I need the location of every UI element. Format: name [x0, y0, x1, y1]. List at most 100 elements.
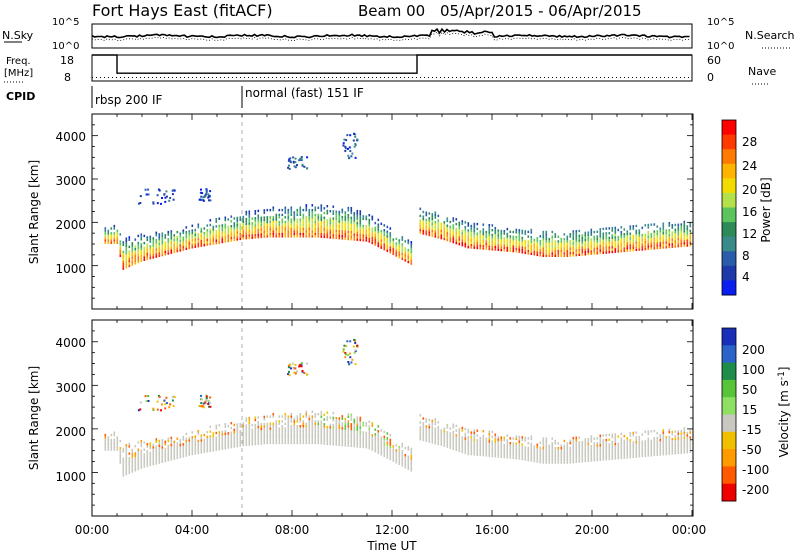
velocity-echo-cell	[227, 444, 230, 447]
velocity-echo-cell	[653, 439, 656, 442]
power-echo-cell	[203, 236, 206, 240]
velocity-echo-cell	[548, 461, 551, 464]
velocity-echo-cell	[329, 423, 332, 427]
power-echo-cell	[422, 215, 425, 218]
velocity-echo-cell	[251, 443, 254, 446]
velocity-echo-cell	[314, 425, 317, 428]
velocity-echo-cell	[479, 444, 482, 447]
power-echo-cell	[683, 227, 686, 231]
velocity-echo-cell	[188, 446, 191, 449]
velocity-echo-cell	[305, 410, 308, 413]
power-echo-cell	[353, 231, 356, 234]
xtick-0400: 04:00	[175, 523, 210, 537]
velocity-echo-cell	[542, 447, 545, 450]
velocity-echo-cell	[122, 474, 125, 477]
velocity-echo-cell	[347, 430, 350, 433]
velocity-echo-cell	[422, 429, 425, 432]
velocity-echo-cell	[470, 452, 473, 456]
velocity-echo-cell	[689, 443, 692, 446]
velocity-echo-cell	[296, 420, 299, 423]
power-echo-cell	[194, 233, 197, 236]
power-echo-cell	[269, 225, 272, 228]
velocity-panel-bg	[92, 320, 693, 516]
power-echo-cell	[425, 213, 428, 217]
velocity-echo-cell	[563, 449, 566, 452]
power-echo-cell	[221, 231, 224, 234]
power-echo-cell	[476, 246, 479, 250]
power-echo-cell	[290, 223, 293, 226]
velocity-echo-cell	[242, 443, 245, 447]
velocity-echo-cell	[119, 451, 122, 455]
velocity-echo-cell	[335, 436, 338, 439]
velocity-echo-cell	[200, 444, 203, 447]
power-echo-cell	[362, 231, 365, 235]
power-echo-cell	[344, 211, 347, 214]
power-echo-cell	[131, 258, 134, 262]
velocity-echo-cell	[446, 431, 449, 434]
velocity-echo-cell	[182, 452, 185, 456]
velocity-echo-cell	[242, 431, 245, 435]
velocity-echo-cell	[548, 451, 551, 455]
velocity-echo-cell	[479, 439, 482, 442]
velocity-echo-cell	[356, 426, 359, 429]
power-echo-cell	[155, 253, 158, 256]
power-echo-cell	[242, 222, 245, 226]
velocity-echo-cell	[506, 446, 509, 449]
power-cbar-tick-12: 12	[742, 227, 757, 241]
velocity-echo-cell	[296, 415, 299, 418]
power-scatter-cell	[350, 155, 353, 158]
velocity-echo-cell	[554, 461, 557, 464]
velocity-echo-cell	[293, 436, 296, 440]
velocity-echo-cell	[683, 427, 686, 430]
power-echo-cell	[377, 233, 380, 236]
power-echo-cell	[512, 249, 515, 253]
velocity-echo-cell	[350, 432, 353, 436]
power-echo-cell	[131, 249, 134, 252]
power-echo-cell	[686, 225, 689, 228]
power-echo-cell	[491, 238, 494, 241]
power-echo-cell	[212, 225, 215, 229]
velocity-echo-cell	[620, 437, 623, 440]
velocity-echo-cell	[167, 451, 170, 455]
velocity-echo-cell	[245, 436, 248, 439]
velocity-echo-cell	[617, 456, 620, 460]
power-echo-cell	[137, 246, 140, 249]
power-echo-cell	[266, 230, 269, 233]
velocity-echo-cell	[275, 422, 278, 425]
velocity-scatter-cell	[344, 353, 347, 356]
velocity-echo-cell	[617, 454, 620, 457]
velocity-echo-cell	[680, 432, 683, 435]
power-echo-cell	[545, 235, 548, 238]
velocity-echo-cell	[677, 449, 680, 452]
power-echo-cell	[629, 237, 632, 240]
power-echo-cell	[125, 249, 128, 252]
velocity-echo-cell	[446, 440, 449, 444]
velocity-echo-cell	[554, 456, 557, 459]
power-echo-cell	[320, 235, 323, 238]
power-echo-cell	[467, 234, 470, 237]
power-echo-cell	[404, 254, 407, 257]
velocity-echo-cell	[578, 457, 581, 461]
velocity-echo-cell	[680, 446, 683, 450]
velocity-echo-cell	[335, 419, 338, 422]
power-echo-cell	[302, 230, 305, 233]
velocity-echo-cell	[443, 439, 446, 442]
velocity-echo-cell	[662, 450, 665, 453]
power-echo-cell	[659, 232, 662, 235]
power-echo-cell	[317, 218, 320, 221]
xtick-2000: 20:00	[575, 523, 610, 537]
power-echo-cell	[575, 246, 578, 250]
velocity-echo-cell	[335, 441, 338, 444]
power-echo-cell	[263, 221, 266, 224]
power-echo-cell	[251, 231, 254, 235]
power-scatter-cell	[164, 196, 167, 199]
velocity-echo-cell	[560, 449, 563, 452]
velocity-echo-cell	[203, 438, 206, 441]
velocity-echo-cell	[341, 424, 344, 428]
velocity-echo-cell	[374, 433, 377, 436]
velocity-echo-cell	[407, 462, 410, 466]
power-echo-cell	[200, 237, 203, 240]
velocity-echo-cell	[644, 440, 647, 443]
velocity-scatter-cell	[292, 362, 295, 365]
velocity-echo-cell	[599, 434, 602, 437]
